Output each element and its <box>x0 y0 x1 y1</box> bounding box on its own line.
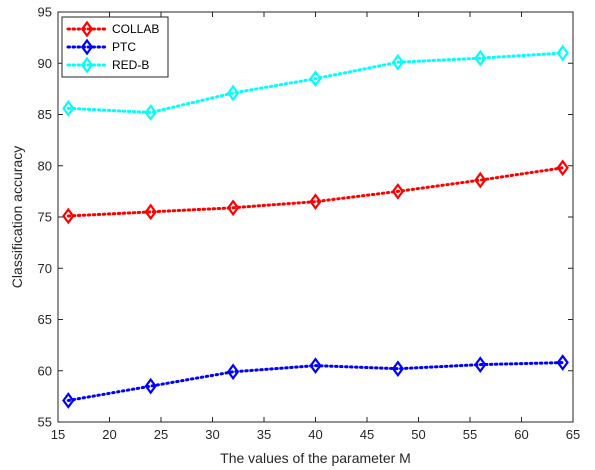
series-collab <box>62 159 569 225</box>
data-point-marker <box>226 199 240 217</box>
x-tick-label: 60 <box>514 427 528 442</box>
legend-item: RED-B <box>66 56 149 74</box>
data-point-marker <box>391 183 405 200</box>
x-tick-label: 65 <box>566 427 580 442</box>
x-tick-label: 55 <box>463 427 477 442</box>
data-point-marker <box>62 207 75 225</box>
x-tick-label: 35 <box>257 427 271 442</box>
data-point-marker <box>556 354 569 371</box>
x-tick-label: 40 <box>308 427 322 442</box>
y-axis-label: Classification accuracy <box>9 146 25 288</box>
y-tick-label: 95 <box>38 5 52 20</box>
legend-marker <box>80 20 94 38</box>
x-tick-label: 15 <box>51 427 65 442</box>
legend-label: PTC <box>112 40 136 54</box>
data-point-marker <box>474 49 487 67</box>
x-tick-label: 30 <box>205 427 219 442</box>
y-tick-label: 80 <box>38 158 52 173</box>
data-point-marker <box>391 360 405 378</box>
legend-item: PTC <box>66 38 136 56</box>
plot-area <box>57 11 574 423</box>
x-tick-label: 50 <box>411 427 425 442</box>
x-tick-label: 45 <box>360 427 374 442</box>
series-layer <box>62 44 569 409</box>
x-axis-label: The values of the parameter M <box>220 450 411 466</box>
legend-item: COLLAB <box>66 20 159 38</box>
x-tick-label: 25 <box>154 427 168 442</box>
series-ptc <box>62 354 569 409</box>
axes-box <box>57 11 574 423</box>
y-tick-label: 60 <box>38 363 52 378</box>
legend: COLLAB PTC RED-B <box>61 16 169 78</box>
y-tick-label: 90 <box>38 56 52 71</box>
data-point-marker <box>144 203 157 221</box>
legend-marker <box>80 38 94 56</box>
series-line <box>66 166 565 218</box>
data-point-marker <box>391 53 405 71</box>
series-line <box>66 51 565 114</box>
y-tick-label: 70 <box>38 261 52 276</box>
data-point-marker <box>556 159 569 177</box>
legend-marker <box>80 56 94 74</box>
legend-label: COLLAB <box>112 22 159 36</box>
series-red-b <box>62 44 569 121</box>
data-point-marker <box>309 357 322 374</box>
y-tick-label: 85 <box>38 107 52 122</box>
data-point-marker <box>62 392 75 409</box>
x-tick-label: 20 <box>102 427 116 442</box>
y-tick-label: 55 <box>38 415 52 430</box>
data-point-marker <box>309 70 322 87</box>
data-point-marker <box>556 44 569 62</box>
data-point-marker <box>144 104 157 121</box>
legend-label: RED-B <box>112 58 149 72</box>
y-tick-label: 65 <box>38 312 52 327</box>
data-point-marker <box>226 84 240 102</box>
data-point-marker <box>62 99 75 117</box>
data-point-marker <box>144 377 157 395</box>
axis-ticks: 15 20 25 30 35 40 45 50 55 60 65 55 60 65 70 75 80 85 90 95 <box>38 5 581 443</box>
data-point-marker <box>226 363 240 381</box>
data-point-marker <box>474 356 487 373</box>
data-point-marker <box>474 171 487 189</box>
y-tick-label: 75 <box>38 210 52 225</box>
series-line <box>66 361 565 402</box>
data-point-marker <box>309 193 322 210</box>
